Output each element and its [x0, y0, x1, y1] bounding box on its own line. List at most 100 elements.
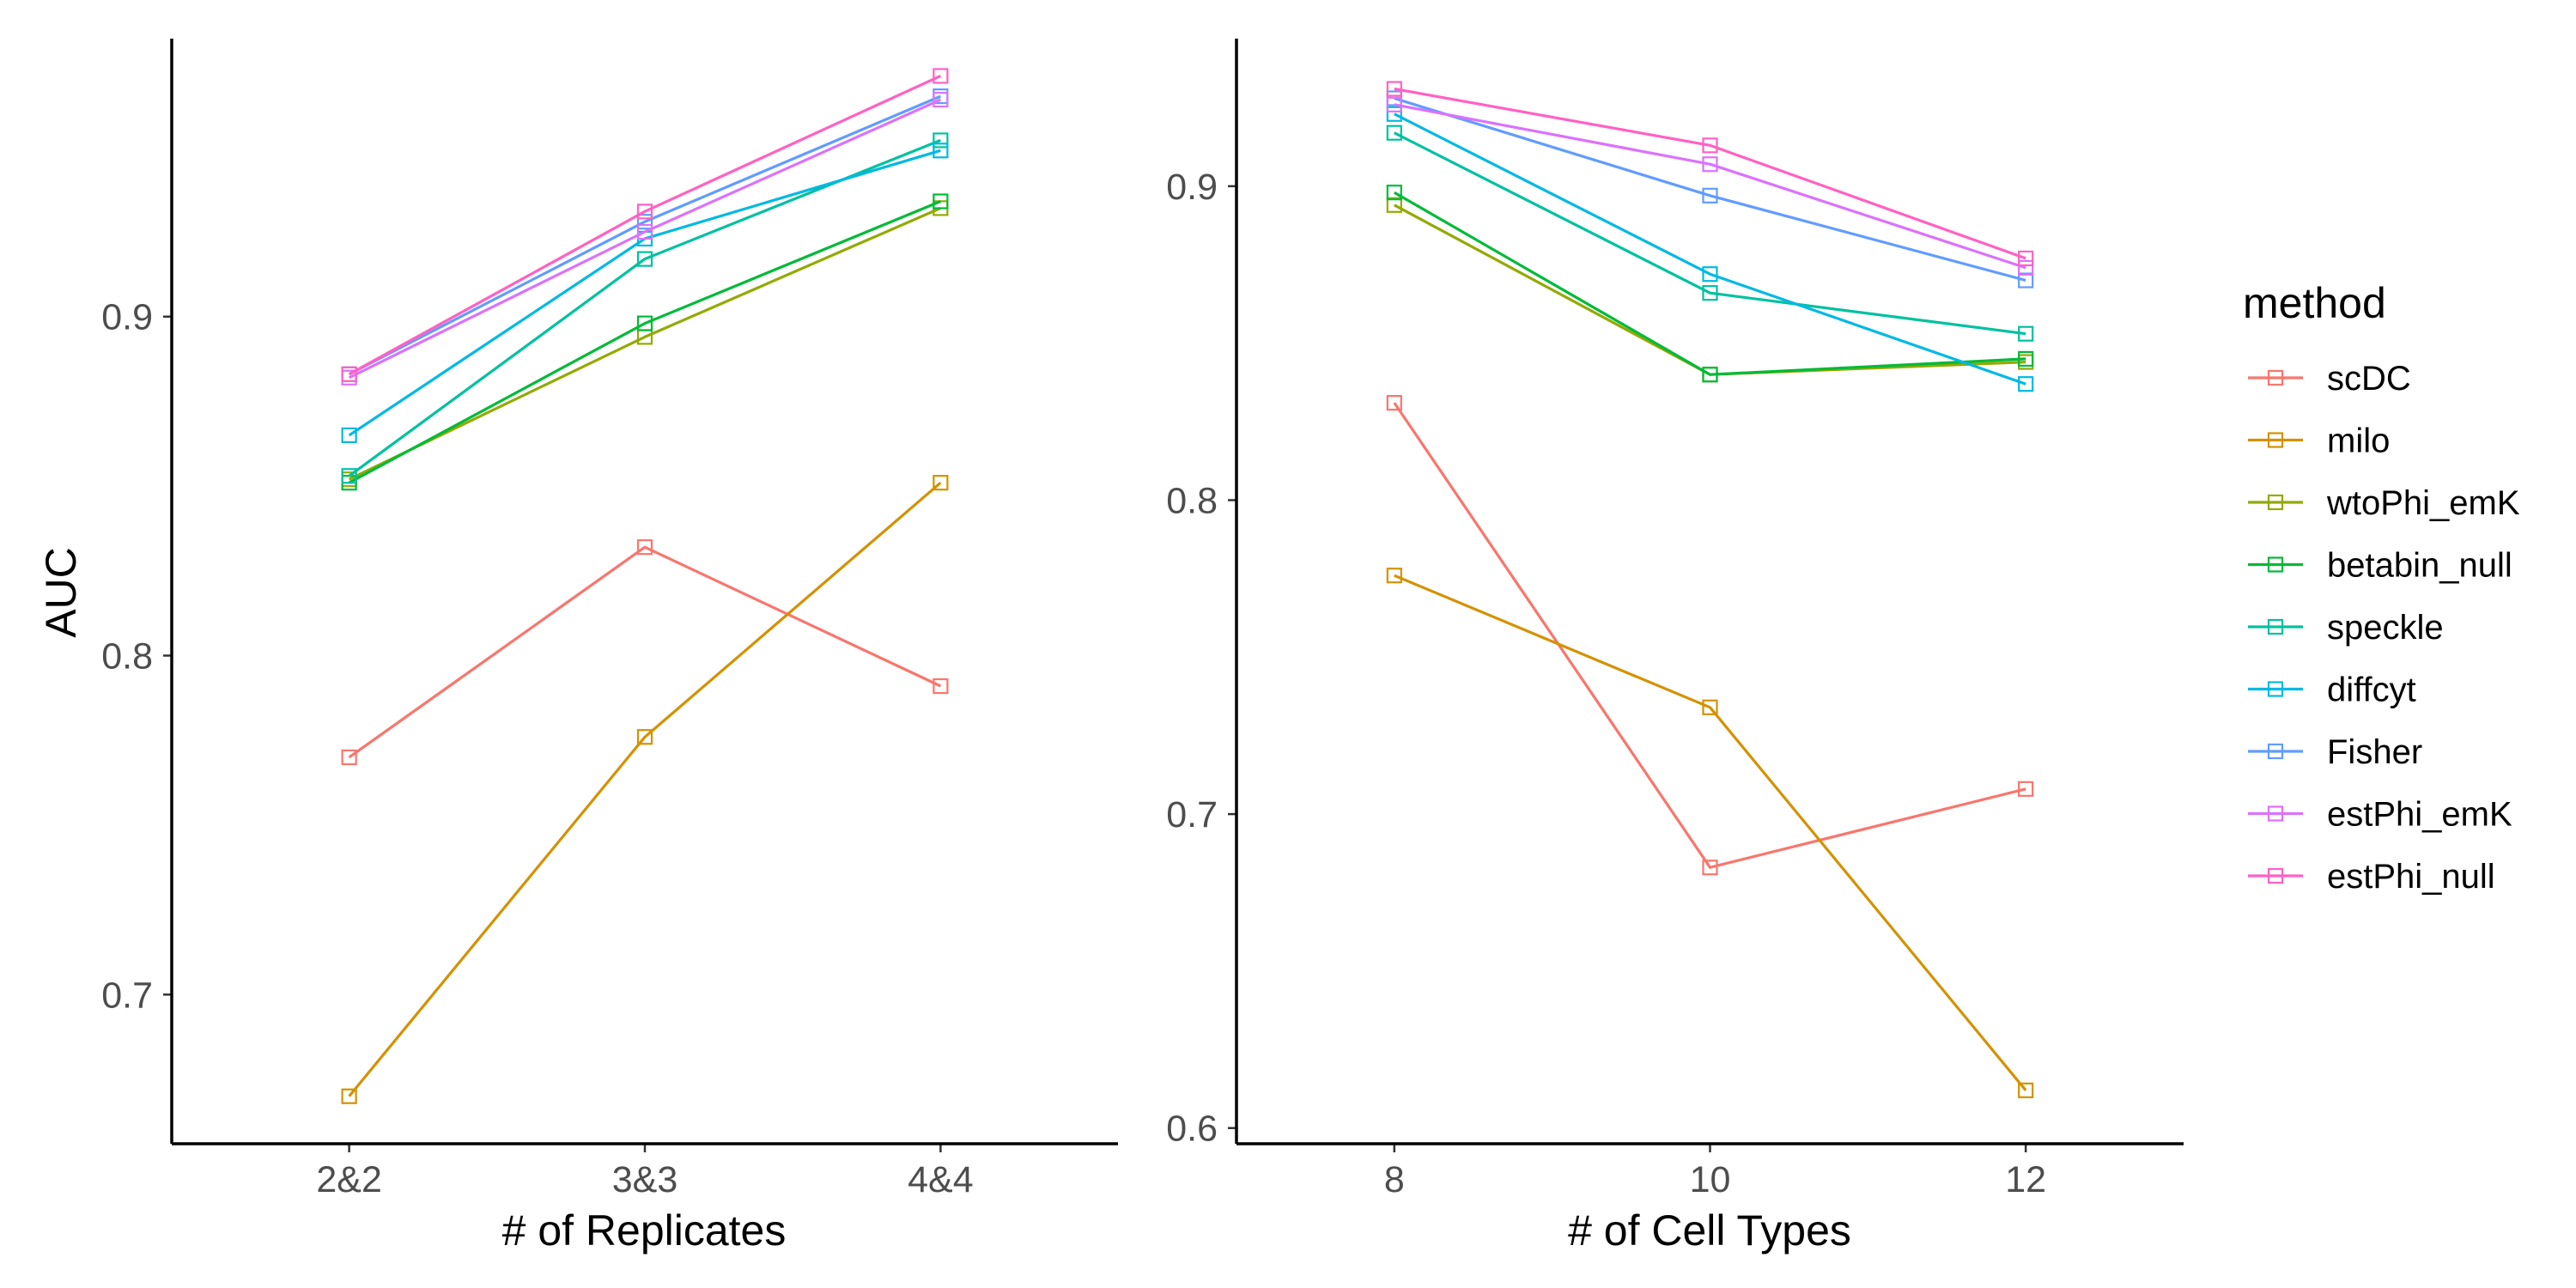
cell-types-line-fisher: [1394, 96, 2026, 283]
cell-types-y-tick-label: 0.7: [1166, 794, 1218, 835]
replicates-point-speckle: [341, 468, 357, 484]
legend-key-marker: [2267, 556, 2284, 573]
replicates-point-fisher: [636, 214, 653, 230]
legend-label: wtoPhi_emK: [2326, 484, 2520, 522]
cell-types-series-diffcyt: [1386, 106, 2034, 392]
cell-types-point-fisher: [1702, 187, 1718, 204]
cell-types-point-milo: [2018, 1082, 2034, 1098]
cell-types-point-speckle: [1386, 125, 1402, 141]
replicates-line-estphi-null: [348, 74, 942, 376]
cell-types-series-speckle: [1386, 125, 2034, 342]
legend-label: speckle: [2327, 609, 2444, 647]
legend-item-fisher: Fisher: [2248, 733, 2422, 771]
legend-item-estphi-emk: estPhi_emK: [2248, 796, 2512, 834]
cell-types-point-betabin-null: [2018, 350, 2034, 368]
replicates-series-wtophi-emk: [341, 200, 949, 488]
cell-types-line-milo: [1394, 574, 2027, 1091]
legend-key-marker: [2267, 618, 2284, 635]
legend-item-diffcyt: diffcyt: [2248, 671, 2416, 709]
legend-title: method: [2243, 279, 2386, 327]
replicates-line-estphi-emk: [348, 98, 942, 380]
replicates-y-tick-label: 0.7: [101, 975, 153, 1016]
cell-types-point-fisher: [2018, 272, 2034, 289]
replicates-y-ticks: 0.7 0.8 0.9: [101, 297, 172, 1016]
replicates-line-diffcyt: [348, 149, 941, 437]
cell-types-x-tick-label: 12: [2005, 1159, 2046, 1200]
legend-item-estphi-null: estPhi_null: [2248, 858, 2495, 896]
cell-types-series-estphi-null: [1386, 81, 2034, 267]
cell-types-point-scdc: [1702, 860, 1718, 876]
cell-types-point-betabin-null: [1702, 367, 1718, 383]
cell-types-point-estphi-null: [1702, 137, 1718, 154]
legend-key-marker: [2267, 681, 2284, 697]
replicates-line-wtophi-emk: [348, 206, 942, 481]
cell-types-point-speckle: [2018, 325, 2034, 342]
legend-item-scdc: scDC: [2248, 360, 2411, 398]
replicates-line-fisher: [348, 94, 942, 376]
replicates-point-scdc: [636, 539, 653, 556]
cell-types-point-diffcyt: [1702, 266, 1718, 283]
replicates-panel: 0.7 0.8 0.9 2&2 3&3 4&4 # of Replicates AUC: [37, 39, 1118, 1255]
cell-types-point-wtophi-emk: [1386, 197, 1402, 213]
cell-types-point-estphi-emk: [1702, 156, 1718, 173]
cell-types-series-layer: [1386, 81, 2034, 1098]
replicates-point-estphi-null: [636, 204, 653, 220]
cell-types-point-estphi-emk: [2018, 259, 2034, 276]
legend-key-marker: [2267, 494, 2284, 511]
legend-item-betabin-null: betabin_null: [2248, 547, 2512, 585]
cell-types-line-speckle: [1394, 131, 2026, 336]
cell-types-line-diffcyt: [1394, 112, 2026, 386]
replicates-x-tick-label: 4&4: [908, 1159, 974, 1200]
cell-types-point-diffcyt: [2018, 376, 2034, 392]
replicates-point-speckle: [933, 132, 949, 149]
cell-types-point-milo: [1702, 699, 1718, 715]
cell-types-point-diffcyt: [1386, 106, 1402, 122]
method-legend: method scDC milo wtoPhi_emK betabin_nullspe…: [2243, 279, 2520, 896]
legend-key-marker: [2267, 743, 2284, 760]
replicates-series-diffcyt: [341, 143, 949, 443]
cell-types-x-tick-label: 10: [1690, 1159, 1731, 1200]
replicates-point-milo: [341, 1088, 357, 1104]
replicates-line-betabin-null: [348, 200, 942, 484]
legend-key-marker: [2267, 867, 2284, 884]
legend-key-marker: [2267, 369, 2284, 386]
legend-label: estPhi_null: [2327, 858, 2495, 896]
cell-types-series-milo: [1386, 568, 2034, 1098]
cell-types-line-estphi-emk: [1394, 103, 2026, 270]
cell-types-series-estphi-emk: [1386, 96, 2034, 276]
cell-types-point-estphi-null: [2018, 250, 2034, 267]
auc-y-axis-title: AUC: [37, 547, 85, 638]
cell-types-series-scdc: [1386, 395, 2034, 876]
cell-types-line-scdc: [1393, 402, 2026, 869]
replicates-series-estphi-null: [341, 68, 949, 382]
replicates-point-diffcyt: [341, 427, 357, 443]
replicates-series-estphi-emk: [341, 91, 949, 386]
replicates-series-speckle: [341, 132, 949, 484]
cell-types-panel: 0.6 0.7 0.8 0.9 8 10 12 # of Cell Types: [1166, 39, 2184, 1255]
replicates-x-tick-label: 2&2: [316, 1159, 382, 1200]
replicates-point-estphi-null: [933, 68, 949, 84]
cell-types-y-tick-label: 0.9: [1166, 167, 1218, 208]
cell-types-point-scdc: [1386, 395, 1402, 411]
replicates-series-layer: [341, 68, 949, 1104]
legend-label: estPhi_emK: [2327, 796, 2512, 834]
legend-label: scDC: [2327, 360, 2411, 398]
cell-types-x-ticks: 8 10 12: [1384, 1144, 2046, 1200]
legend-label: diffcyt: [2327, 671, 2416, 709]
cell-types-point-estphi-emk: [1386, 96, 1402, 112]
cell-types-line-betabin-null: [1394, 191, 2026, 376]
replicates-series-milo: [341, 475, 949, 1104]
legend-item-speckle: speckle: [2248, 609, 2444, 647]
legend-key-marker: [2267, 432, 2284, 448]
cell-types-series-betabin-null: [1386, 185, 2034, 383]
cell-types-point-milo: [1386, 568, 1402, 584]
replicates-y-tick-label: 0.8: [101, 636, 153, 677]
replicates-x-ticks: 2&2 3&3 4&4: [316, 1144, 974, 1200]
replicates-point-betabin-null: [933, 193, 949, 210]
replicates-point-estphi-null: [341, 366, 357, 382]
cell-types-point-speckle: [1702, 285, 1718, 301]
replicates-point-speckle: [636, 251, 653, 267]
cell-types-line-estphi-null: [1394, 87, 2026, 260]
